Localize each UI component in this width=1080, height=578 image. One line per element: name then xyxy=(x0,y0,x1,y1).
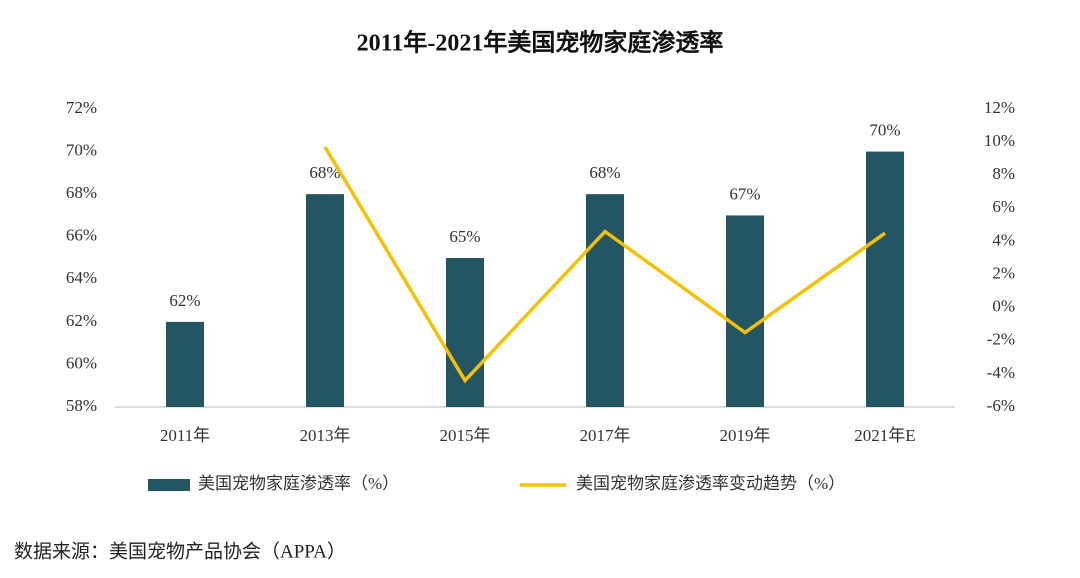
data-label: 70% xyxy=(869,120,900,139)
data-label: 68% xyxy=(589,163,620,182)
x-tick-label: 2011年 xyxy=(160,426,210,445)
bar xyxy=(866,151,904,407)
y2-tick-label: 4% xyxy=(992,230,1015,249)
y-tick-label: 68% xyxy=(66,183,97,202)
bar xyxy=(306,194,344,407)
line xyxy=(323,146,887,384)
y-tick-label: 64% xyxy=(66,268,97,287)
y2-tick-label: -6% xyxy=(987,396,1015,415)
y2-tick-label: 10% xyxy=(984,131,1015,150)
y2-tick-label: -4% xyxy=(987,363,1015,382)
y-tick-label: 72% xyxy=(66,98,97,117)
y2-tick-label: 2% xyxy=(992,263,1015,282)
source-note: 数据来源：美国宠物产品协会（APPA） xyxy=(14,540,346,562)
x-tick-label: 2019年 xyxy=(720,426,771,445)
y-tick-label: 60% xyxy=(66,353,97,372)
y-tick-label: 58% xyxy=(66,396,97,415)
y-tick-label: 62% xyxy=(66,311,97,330)
chart-title: 2011年-2021年美国宠物家庭渗透率 xyxy=(357,29,724,57)
y-tick-label: 66% xyxy=(66,226,97,245)
legend-label: 美国宠物家庭渗透率变动趋势（%） xyxy=(576,474,845,493)
bar xyxy=(166,321,204,407)
data-label: 68% xyxy=(309,163,340,182)
legend-label: 美国宠物家庭渗透率（%） xyxy=(198,474,399,493)
y2-tick-label: 12% xyxy=(984,98,1015,117)
y2-tick-label: 6% xyxy=(992,197,1015,216)
bar xyxy=(586,194,624,407)
data-label: 65% xyxy=(449,227,480,246)
bar xyxy=(726,215,764,407)
bar xyxy=(446,258,484,407)
x-tick-label: 2017年 xyxy=(580,426,631,445)
data-label: 62% xyxy=(169,291,200,310)
y2-tick-label: -2% xyxy=(987,330,1015,349)
data-label: 67% xyxy=(729,184,760,203)
x-tick-label: 2021年E xyxy=(854,426,915,445)
x-tick-label: 2015年 xyxy=(440,426,491,445)
y2-tick-label: 8% xyxy=(992,164,1015,183)
y-tick-label: 70% xyxy=(66,140,97,159)
y2-tick-label: 0% xyxy=(992,297,1015,316)
legend-swatch xyxy=(148,479,190,491)
x-tick-label: 2013年 xyxy=(300,426,351,445)
